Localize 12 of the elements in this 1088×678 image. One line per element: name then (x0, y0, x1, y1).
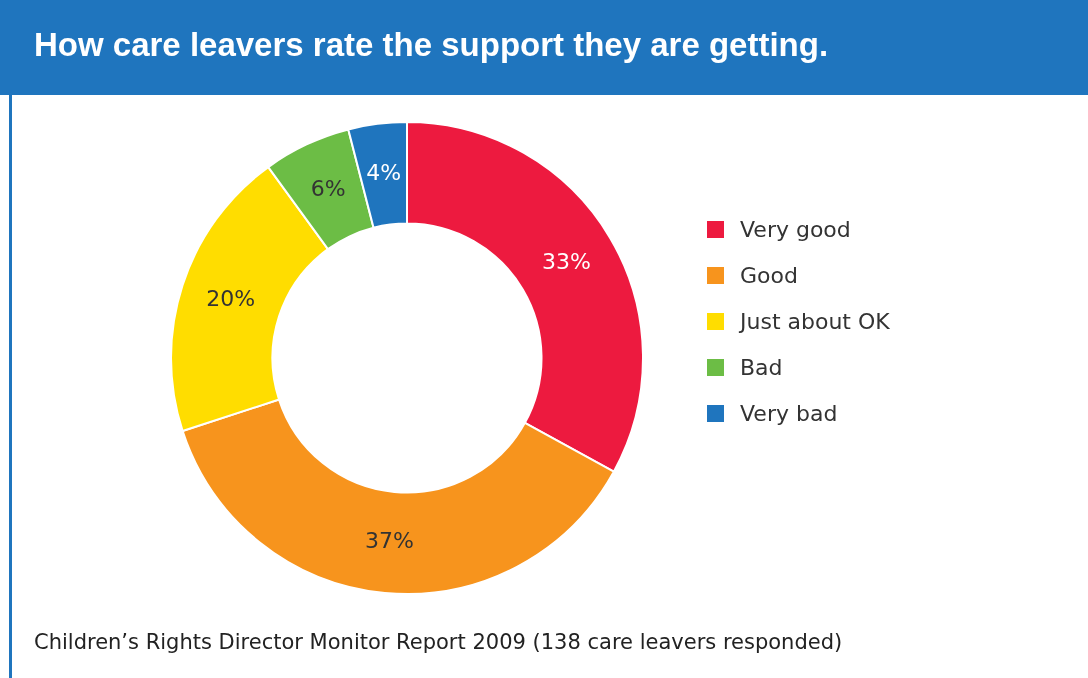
chart-title: How care leavers rate the support they are getting. (34, 26, 829, 64)
data-label: 4% (366, 159, 402, 185)
data-label: 37% (365, 528, 415, 554)
text: Children’s Rights Director Monitor Report 2009 (138 care leavers responded) (34, 630, 843, 654)
data-label: 33% (542, 249, 591, 275)
data-label: 6% (310, 176, 346, 202)
legend-label: Just about OK (740, 308, 890, 334)
legend-label: Very good (740, 216, 851, 242)
legend-label: Very bad (740, 400, 838, 426)
legend-label: Bad (740, 354, 783, 380)
data-label: 20% (206, 286, 256, 312)
legend-label: Good (740, 262, 798, 288)
